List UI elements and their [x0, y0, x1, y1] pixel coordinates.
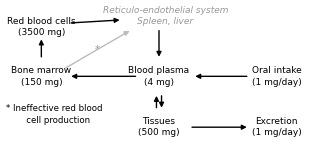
- Text: *: *: [94, 45, 100, 55]
- Text: Reticulo-endothelial system
Spleen, liver: Reticulo-endothelial system Spleen, live…: [103, 6, 228, 26]
- Text: Blood plasma
(4 mg): Blood plasma (4 mg): [128, 66, 190, 86]
- Text: * Ineffective red blood
   cell production: * Ineffective red blood cell production: [6, 104, 102, 125]
- Text: Excretion
(1 mg/day): Excretion (1 mg/day): [252, 117, 301, 137]
- Text: Tissues
(500 mg): Tissues (500 mg): [138, 117, 180, 137]
- Text: Oral intake
(1 mg/day): Oral intake (1 mg/day): [252, 66, 301, 86]
- Text: Bone marrow
(150 mg): Bone marrow (150 mg): [11, 66, 72, 86]
- Text: Red blood cells
(3500 mg): Red blood cells (3500 mg): [7, 17, 76, 37]
